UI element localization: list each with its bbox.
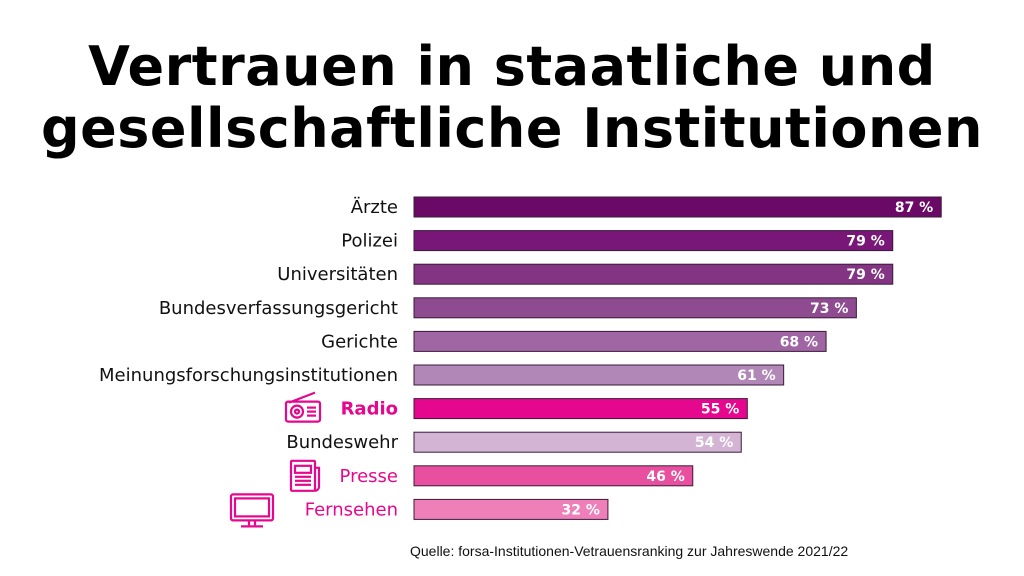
title-line-1: Vertrauen in staatliche und bbox=[88, 35, 936, 98]
category-label-6: Meinungsforschungsinstitutionen bbox=[99, 365, 398, 386]
newspaper-icon bbox=[289, 459, 321, 492]
data-label-3: 79 % bbox=[846, 267, 884, 283]
category-label-8: Bundeswehr bbox=[286, 432, 398, 453]
radio-icon bbox=[284, 391, 322, 423]
category-label-7: Radio bbox=[341, 399, 398, 420]
bar-10 bbox=[413, 498, 609, 520]
bar-6 bbox=[413, 364, 785, 386]
bar-5 bbox=[413, 330, 827, 352]
category-label-1: Ärzte bbox=[351, 197, 398, 218]
category-label-3: Universitäten bbox=[277, 264, 398, 285]
bar-3 bbox=[413, 263, 894, 285]
bar-9 bbox=[413, 465, 694, 487]
data-label-6: 61 % bbox=[737, 368, 775, 384]
data-label-4: 73 % bbox=[810, 301, 848, 317]
bar-8 bbox=[413, 431, 742, 453]
chart-title: Vertrauen in staatliche und gesellschaft… bbox=[0, 36, 1024, 160]
source-note: Quelle: forsa-Institutionen-Vetrauensran… bbox=[410, 543, 849, 559]
category-label-10: Fernsehen bbox=[305, 499, 398, 520]
category-label-5: Gerichte bbox=[321, 331, 398, 352]
data-label-8: 54 % bbox=[695, 435, 733, 451]
bar-7 bbox=[413, 398, 748, 420]
title-line-2: gesellschaftliche Institutionen bbox=[41, 97, 983, 160]
tv-icon bbox=[229, 493, 275, 528]
bar-2 bbox=[413, 230, 894, 252]
data-label-2: 79 % bbox=[846, 234, 884, 250]
bar-4 bbox=[413, 297, 857, 319]
category-label-9: Presse bbox=[340, 466, 398, 487]
data-label-1: 87 % bbox=[895, 200, 933, 216]
data-label-9: 46 % bbox=[646, 469, 684, 485]
data-label-10: 32 % bbox=[562, 502, 600, 518]
category-label-4: Bundesverfassungsgericht bbox=[159, 298, 398, 319]
bar-1 bbox=[413, 196, 942, 218]
data-label-5: 68 % bbox=[780, 334, 818, 350]
data-label-7: 55 % bbox=[701, 402, 739, 418]
category-label-2: Polizei bbox=[341, 231, 398, 252]
